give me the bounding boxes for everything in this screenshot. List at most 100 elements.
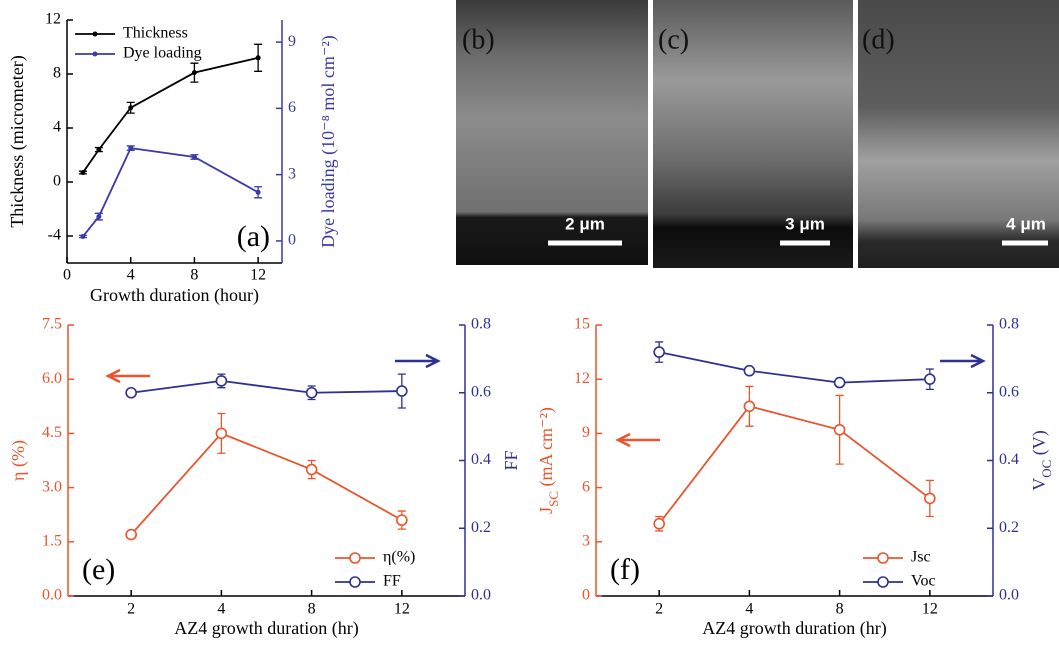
data-point [396,385,408,397]
x-tick-label: 12 [250,267,266,284]
data-point [255,189,261,195]
x-tick-label: 2 [655,601,663,618]
panel-label: (a) [237,220,270,253]
y2-tick-label: 0.2 [999,519,1019,536]
legend-label: FF [383,573,401,590]
data-point [80,233,86,239]
data-point [215,427,228,440]
x-tick-label: 2 [127,601,135,618]
data-point [191,70,197,76]
x-tick-label: 0 [63,267,71,284]
sem-image-b: (b) 2 μm [456,0,648,265]
data-point [128,145,134,151]
data-point [305,386,318,399]
legend-marker [349,576,361,588]
image-label: (c) [658,24,689,55]
axis-label-part: (V) [1029,430,1050,460]
axis-label: JSC (mA cm⁻²) [536,407,561,514]
data-point [96,147,102,153]
data-point [125,528,137,541]
data-point [96,214,102,220]
legend-marker [92,31,98,37]
arrows [105,353,986,448]
series-line [82,147,259,238]
axis-label: FF [501,450,521,470]
data-point [653,346,665,358]
sem-image-c: (c) 3 μm [653,0,853,268]
data-point [833,376,846,389]
data-point [396,514,408,526]
legend-label: Thickness [123,25,188,42]
series-line [130,432,403,536]
axis-label: Growth duration (hour) [90,285,259,306]
image-label: (b) [462,24,495,55]
scale-bar-label: 4 μm [1006,214,1046,233]
x-tick-label: 4 [745,601,753,618]
y2-tick-label: 0.4 [471,451,491,468]
sem-image-d: (d) 4 μm [858,0,1059,268]
legend-label: Jsc [911,549,931,566]
x-tick-label: 8 [308,601,316,618]
y-tick-label: 12 [574,370,590,387]
axis-label-part: SC [546,491,561,507]
legend-marker [877,552,889,564]
data-point [743,400,756,413]
axis-label-part: J [536,507,556,514]
legend-label: η(%) [383,549,415,566]
data-point [255,55,261,61]
axis-label: η (%) [8,440,29,481]
series-line [658,405,931,525]
axis-label: AZ4 growth duration (hr) [702,618,886,639]
data-point [125,386,137,399]
axis-label: VOC (V) [1029,430,1054,491]
axis-label: AZ4 growth duration (hr) [174,618,358,639]
y-tick-label: 0 [53,173,61,190]
x-tick-label: 8 [836,601,844,618]
axis-label: Thickness (micrometer) [7,55,28,227]
y2-tick-label: 0.0 [999,587,1019,604]
y-tick-label: 1.5 [42,532,62,549]
y2-tick-label: 0.6 [999,383,1019,400]
x-tick-label: 4 [127,267,135,284]
data-point [924,373,936,386]
y-tick-label: 8 [53,65,61,82]
legend-marker [92,51,98,57]
y-tick-label: 3 [582,532,590,549]
y2-tick-label: 0.8 [471,316,491,333]
y2-tick-label: 6 [288,99,296,116]
data-point [305,463,318,476]
y2-tick-label: 0.0 [471,587,491,604]
panel-label: (f) [610,553,640,586]
y-tick-label: 7.5 [42,316,62,333]
y-tick-label: 6 [582,478,590,495]
image-label: (d) [862,24,895,55]
axis-label-part: (mA cm⁻²) [536,407,557,491]
data-point [833,423,846,436]
axis-label: Dye loading (10⁻⁸ mol cm⁻²) [318,35,339,248]
scale-bar-label: 2 μm [565,214,605,233]
data-point [743,364,756,377]
y2-tick-label: 0.8 [999,316,1019,333]
y-tick-label: 4.5 [42,424,62,441]
y2-tick-label: 0.6 [471,383,491,400]
y-tick-label: 0.0 [42,587,62,604]
legend-marker [349,552,361,564]
y-tick-label: 9 [582,424,590,441]
data-point [215,375,228,387]
y2-tick-label: 0.4 [999,451,1019,468]
y-tick-label: -4 [48,227,61,244]
scale-bar-label: 3 μm [785,214,825,233]
series-line [131,379,402,394]
y-tick-label: 0 [582,587,590,604]
data-point [653,517,665,530]
y-tick-label: 15 [574,316,590,333]
data-point [80,170,86,176]
legend-label: Voc [911,573,936,590]
panel-label: (e) [82,553,115,586]
series-line [82,56,259,174]
x-tick-label: 12 [922,601,938,618]
x-tick-label: 8 [190,267,198,284]
legend-label: Dye loading [123,45,202,62]
